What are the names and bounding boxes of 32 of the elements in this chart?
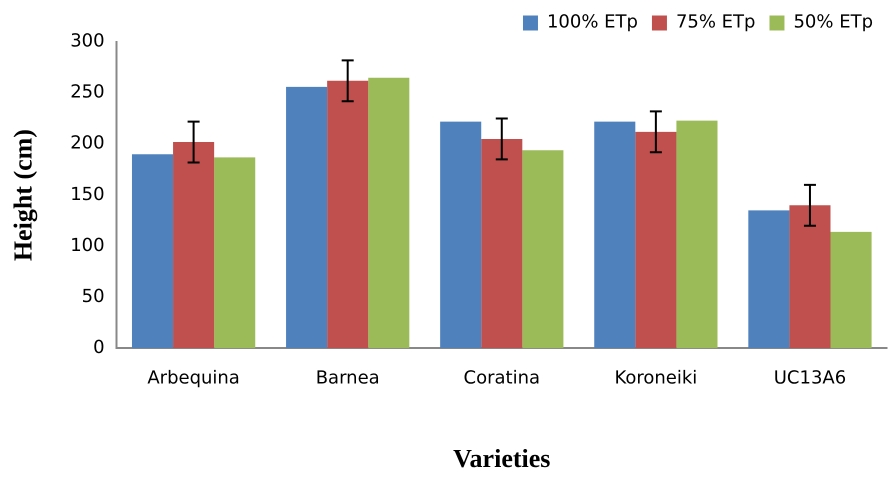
x-tick-label: Koroneiki (614, 368, 698, 389)
y-axis-title: Height (cm) (8, 129, 38, 262)
bar (676, 120, 718, 348)
x-tick-label: UC13A6 (774, 368, 846, 389)
bar (286, 86, 328, 348)
bar (173, 142, 214, 348)
x-axis-title: Varieties (453, 444, 550, 474)
y-tick-label: 150 (70, 184, 105, 205)
y-tick-label: 200 (70, 132, 105, 154)
bar (368, 78, 410, 348)
bar (635, 132, 676, 348)
bar (830, 232, 872, 348)
y-tick-label: 250 (70, 82, 105, 103)
x-tick-label: Barnea (316, 368, 380, 389)
y-tick-label: 300 (70, 30, 105, 52)
y-tick-label: 100 (70, 234, 105, 256)
y-tick-label: 0 (93, 336, 105, 358)
bar (522, 150, 564, 348)
legend-label: 100% ETp (546, 12, 638, 33)
bar (214, 157, 256, 348)
legend-label: 75% ETp (676, 12, 756, 33)
bar (481, 138, 522, 348)
bar (327, 80, 368, 348)
bar (440, 122, 482, 348)
bar (789, 205, 830, 348)
x-tick-label: Coratina (464, 368, 540, 389)
bar (132, 154, 174, 348)
bar (594, 122, 636, 348)
bar (748, 210, 790, 348)
legend-label: 50% ETp (793, 12, 874, 33)
x-tick-label: Arbequina (147, 368, 240, 389)
y-tick-label: 50 (82, 286, 105, 307)
